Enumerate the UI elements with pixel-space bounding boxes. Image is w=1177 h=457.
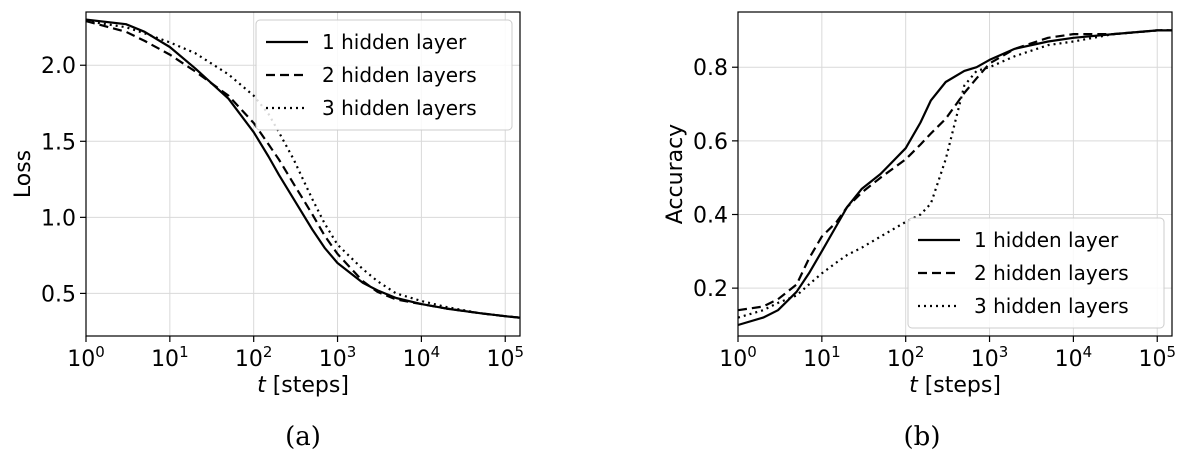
legend: 1 hidden layer 2 hidden layers 3 hidden la… (907, 217, 1165, 329)
panel-caption: (a) (285, 422, 321, 452)
legend-label: 2 hidden layers (974, 261, 1129, 285)
plot-frame (737, 11, 1173, 337)
legend-label: 3 hidden layers (974, 294, 1129, 318)
y-tick-label: 0.4 (693, 204, 728, 229)
legend-label: 3 hidden layers (322, 96, 477, 120)
x-tick-label: 105 (486, 343, 524, 372)
x-tick-label: 105 (1138, 343, 1176, 372)
x-tick-label: 100 (67, 343, 105, 372)
y-tick-label: 0.5 (41, 282, 76, 307)
x-tick-label: 101 (803, 343, 841, 372)
y-tick-label: 0.6 (693, 130, 728, 155)
x-tick-label: 102 (887, 343, 925, 372)
panel-b: 100 101 102 103 104 105 0.2 0.4 0.6 0.8 t [steps] A… (663, 11, 1176, 452)
series-line-dotted (737, 29, 1172, 319)
x-axis-label: t [steps] (257, 373, 349, 398)
y-tick-label: 0.8 (693, 56, 728, 81)
y-axis-label: Loss (11, 150, 36, 198)
series-line-solid (737, 29, 1172, 327)
series-line-dashed (85, 20, 521, 319)
y-tick-label: 2.0 (41, 54, 76, 79)
y-axis-label: Accuracy (663, 124, 688, 224)
x-tick-label: 100 (719, 343, 757, 372)
legend-box (907, 217, 1165, 329)
series-line-solid (85, 18, 521, 319)
y-tick-label: 1.0 (41, 206, 76, 231)
legend-box (255, 19, 513, 131)
legend-label: 1 hidden layer (974, 228, 1119, 252)
plot-frame (85, 11, 521, 337)
legend-label: 2 hidden layers (322, 63, 477, 87)
x-tick-label: 102 (235, 343, 273, 372)
legend: 1 hidden layer 2 hidden layers 3 hidden la… (255, 19, 513, 131)
panel-a: 100 101 102 103 104 105 0.5 1.0 1.5 2.0 t [steps] L… (11, 11, 524, 452)
panel-caption: (b) (904, 422, 941, 452)
series-line-dotted (85, 20, 521, 319)
y-tick-label: 1.5 (41, 130, 76, 155)
x-tick-label: 104 (403, 343, 441, 372)
series-line-dashed (737, 29, 1172, 312)
y-tick-label: 0.2 (693, 277, 728, 302)
x-axis-label: t [steps] (909, 373, 1001, 398)
x-tick-label: 103 (971, 343, 1009, 372)
legend-label: 1 hidden layer (322, 30, 467, 54)
x-tick-label: 101 (151, 343, 189, 372)
x-tick-label: 104 (1055, 343, 1093, 372)
x-tick-label: 103 (319, 343, 357, 372)
